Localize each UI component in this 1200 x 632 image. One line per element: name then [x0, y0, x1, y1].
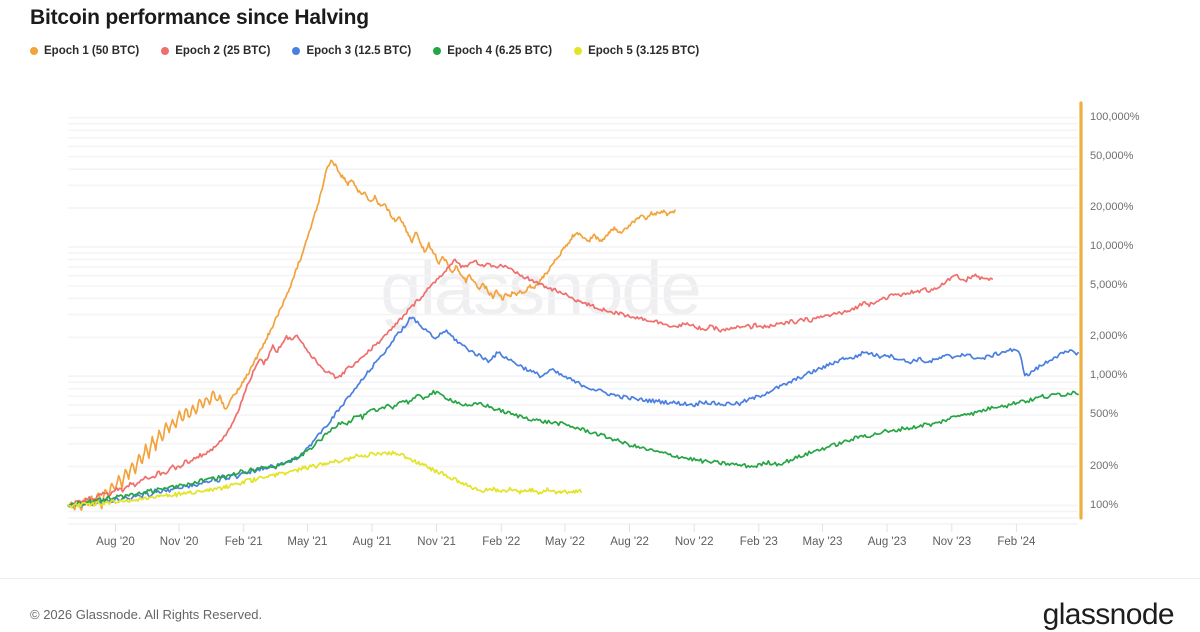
y-tick-label: 100,000%: [1090, 110, 1140, 123]
copyright-text: © 2026 Glassnode. All Rights Reserved.: [30, 607, 263, 622]
x-tick-label: May '22: [544, 536, 585, 548]
legend-label-epoch-3: Epoch 3 (12.5 BTC): [306, 45, 412, 57]
x-tick-label: May '21: [287, 536, 328, 548]
x-tick-label: Aug '21: [352, 536, 392, 548]
y-tick-label: 2,000%: [1090, 330, 1128, 343]
y-tick-label: 500%: [1090, 408, 1119, 421]
x-tick-label: Feb '21: [224, 536, 263, 548]
legend-item-epoch-1[interactable]: Epoch 1 (50 BTC): [30, 45, 139, 57]
y-tick-label: 1,000%: [1090, 369, 1128, 382]
y-tick-label: 200%: [1090, 459, 1119, 472]
glassnode-logo: glassnode: [1042, 598, 1175, 631]
y-tick-label: 50,000%: [1090, 149, 1134, 162]
x-tick-label: May '23: [802, 536, 843, 548]
legend-color-dot-epoch-2: [161, 47, 170, 55]
legend-item-epoch-4[interactable]: Epoch 4 (6.25 BTC): [433, 45, 552, 57]
page-title: Bitcoin performance since Halving: [30, 6, 369, 29]
legend-label-epoch-1: Epoch 1 (50 BTC): [44, 45, 140, 57]
legend-item-epoch-5[interactable]: Epoch 5 (3.125 BTC): [574, 45, 699, 57]
x-tick-label: Nov '20: [159, 536, 199, 548]
legend-color-dot-epoch-4: [433, 47, 442, 55]
footer-divider: [0, 578, 1200, 579]
x-tick-label: Nov '21: [417, 536, 456, 548]
y-tick-label: 5,000%: [1090, 278, 1128, 291]
legend-item-epoch-2[interactable]: Epoch 2 (25 BTC): [161, 45, 270, 57]
x-tick-label: Aug '22: [610, 536, 649, 548]
y-tick-label: 10,000%: [1090, 240, 1134, 252]
legend-label-epoch-5: Epoch 5 (3.125 BTC): [588, 45, 700, 57]
x-tick-label: Feb '24: [997, 536, 1036, 548]
series-line-2: [67, 258, 994, 508]
legend-label-epoch-4: Epoch 4 (6.25 BTC): [447, 45, 553, 57]
x-axis-tick-marks: [68, 523, 1078, 532]
legend-color-dot-epoch-3: [292, 47, 301, 55]
x-tick-label: Aug '20: [96, 536, 135, 548]
x-tick-label: Aug '23: [867, 536, 907, 548]
x-tick-label: Feb '22: [482, 536, 521, 548]
y-tick-label: 20,000%: [1090, 201, 1134, 214]
legend-color-dot-epoch-5: [574, 47, 583, 55]
series-line-3: [67, 316, 1079, 509]
x-tick-label: Nov '22: [674, 536, 714, 548]
legend-color-dot-epoch-1: [30, 47, 38, 55]
x-tick-label: Feb '23: [739, 536, 778, 548]
series-line-5: [67, 450, 582, 509]
x-tick-label: Nov '23: [932, 536, 972, 548]
chart-legend: Epoch 1 (50 BTC) Epoch 2 (25 BTC) Epoch …: [30, 45, 699, 57]
series-line-1: [67, 159, 676, 511]
y-tick-label: 100%: [1090, 498, 1119, 511]
legend-item-epoch-3[interactable]: Epoch 3 (12.5 BTC): [292, 45, 411, 57]
legend-label-epoch-2: Epoch 2 (25 BTC): [175, 45, 271, 57]
chart-gridlines: [68, 116, 1078, 519]
series-line-4: [67, 389, 1079, 508]
